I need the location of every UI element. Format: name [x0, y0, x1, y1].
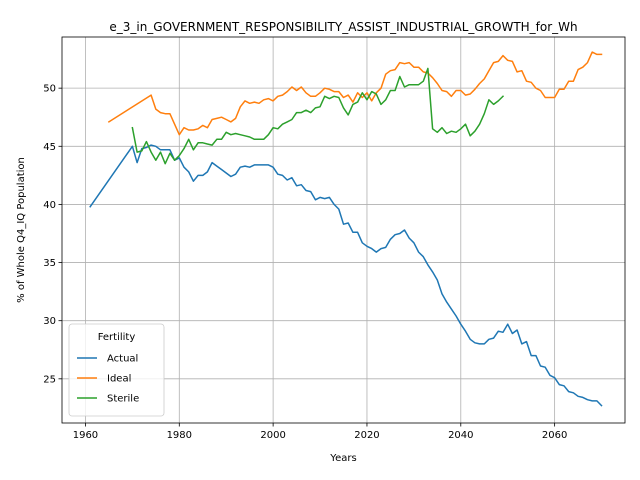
y-tick-label: 30	[43, 316, 56, 327]
y-tick-label: 35	[43, 258, 56, 269]
y-tick-label: 50	[43, 84, 56, 95]
legend: Fertility Actual Ideal Sterile	[68, 323, 165, 417]
axis-ticks: 1960 1980 2000 2020 2040 2060 25 30 35 40 45 50	[43, 84, 567, 441]
x-tick-label: 2000	[260, 430, 285, 441]
legend-label-ideal: Ideal	[107, 374, 131, 385]
series-line-ideal	[107, 51, 603, 136]
x-tick-label: 1980	[167, 430, 192, 441]
x-axis-label: Years	[329, 453, 356, 464]
series-line-sterile	[131, 67, 505, 165]
x-tick-label: 2020	[354, 430, 379, 441]
y-tick-label: 45	[43, 142, 56, 153]
series-lines	[89, 51, 603, 407]
y-axis-label: % of Whole Q4_IQ Population	[16, 157, 27, 303]
x-tick-label: 1960	[73, 430, 98, 441]
series-line-actual	[89, 144, 603, 407]
x-tick-label: 2060	[542, 430, 567, 441]
legend-title: Fertility	[98, 332, 136, 343]
chart-title: e_3_in_GOVERNMENT_RESPONSIBILITY_ASSIST_…	[109, 20, 577, 34]
y-tick-label: 40	[43, 200, 56, 211]
legend-label-actual: Actual	[107, 354, 138, 365]
legend-box	[68, 323, 165, 417]
legend-label-sterile: Sterile	[107, 394, 139, 405]
plot-area-frame	[61, 36, 626, 424]
x-tick-label: 2040	[448, 430, 473, 441]
y-tick-label: 25	[43, 374, 56, 385]
